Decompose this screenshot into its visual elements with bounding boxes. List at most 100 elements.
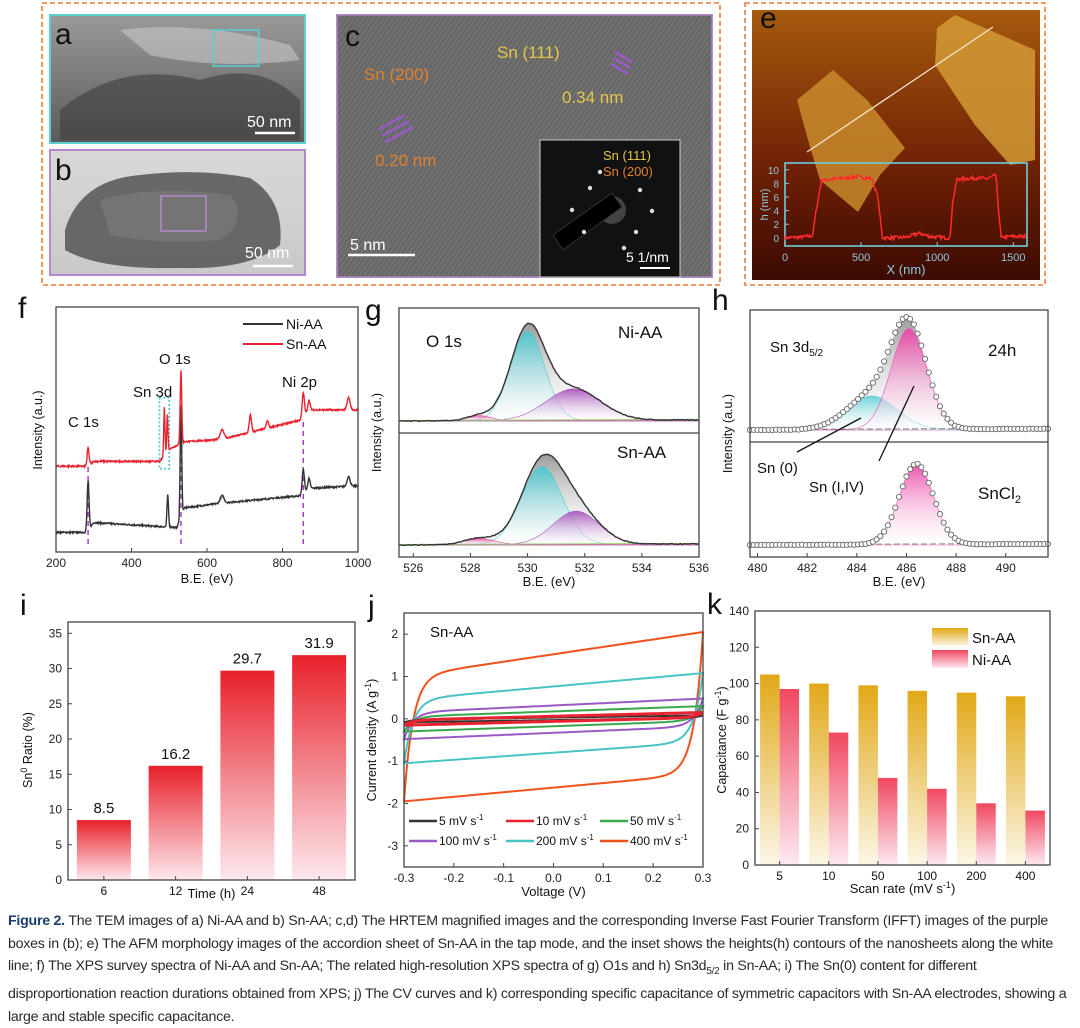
data-point bbox=[877, 366, 884, 373]
bar bbox=[76, 820, 131, 880]
x-tick-label: 0.3 bbox=[695, 871, 712, 885]
measured-spectrum-line bbox=[398, 322, 700, 423]
subplot-label-ni-aa: Ni-AA bbox=[618, 323, 663, 342]
lattice-fringe-marker bbox=[381, 119, 410, 138]
panel-group-border-e bbox=[744, 2, 1046, 286]
afm-profile-line bbox=[806, 26, 994, 153]
legend-label-100-mv: 100 mV s-1 bbox=[439, 833, 497, 848]
data-point bbox=[936, 510, 944, 518]
x-tick-label: 100 bbox=[917, 869, 937, 883]
y-axis-label: Current density (A g-1) bbox=[363, 679, 379, 802]
envelope-fill bbox=[399, 323, 699, 421]
component-label-sn-i-iv: Sn (I,IV) bbox=[809, 479, 864, 496]
y-tick-label: -3 bbox=[387, 839, 398, 853]
g-plot-frame bbox=[398, 307, 700, 558]
bar-ni-aa bbox=[927, 788, 947, 865]
y-axis-label: Intensity (a.u.) bbox=[721, 394, 735, 473]
bar-sn-aa bbox=[907, 690, 928, 865]
bar-ni-aa bbox=[779, 689, 800, 865]
x-tick-label: 526 bbox=[403, 561, 423, 575]
panel-letter-e: e bbox=[760, 2, 777, 35]
peak-label-ni2p: Ni 2p bbox=[282, 374, 317, 391]
ylabel-superscript: 0 bbox=[19, 768, 29, 773]
data-point bbox=[914, 330, 921, 337]
caption-text-1: The TEM images of a) Ni-AA and b) Sn-AA;… bbox=[8, 913, 1054, 974]
legend-value: 100 bbox=[439, 834, 459, 848]
caption-label: Figure 2. bbox=[8, 913, 65, 929]
xlabel-end: ) bbox=[951, 881, 955, 896]
sn3d-highlight-box bbox=[158, 396, 171, 470]
data-point bbox=[944, 415, 951, 422]
peak-label-o1s: O 1s bbox=[159, 351, 191, 368]
y-axis-label: h (nm) bbox=[759, 189, 771, 221]
y-tick-label: 8 bbox=[773, 179, 779, 190]
afm-inset-frame bbox=[784, 162, 1028, 247]
bar-value-label: 29.7 bbox=[233, 651, 262, 668]
data-point bbox=[847, 402, 854, 409]
data-point bbox=[899, 483, 906, 490]
title-subscript: 5/2 bbox=[809, 348, 823, 359]
y-tick-label: 80 bbox=[736, 713, 750, 727]
x-axis-label: B.E. (eV) bbox=[523, 574, 576, 589]
x-tick-label: 486 bbox=[896, 561, 916, 575]
bar-ni-aa bbox=[1025, 810, 1045, 865]
lattice-label-sn111: Sn (111) bbox=[497, 43, 560, 62]
diffraction-label-sn200: Sn (200) bbox=[603, 164, 653, 179]
data-point bbox=[922, 470, 929, 477]
bar bbox=[148, 765, 203, 880]
y-tick-label: 2 bbox=[391, 627, 398, 641]
y-tick-label: 35 bbox=[49, 626, 63, 640]
data-point bbox=[907, 315, 914, 322]
x-tick-label: 48 bbox=[312, 884, 326, 898]
y-tick-label: -2 bbox=[387, 797, 398, 811]
data-point bbox=[881, 528, 888, 535]
subplot-label-sncl2: SnCl2 bbox=[978, 484, 1021, 506]
lattice-fringe-marker bbox=[385, 125, 414, 144]
data-point bbox=[922, 355, 929, 362]
x-axis-label: B.E. (eV) bbox=[873, 574, 926, 589]
legend-unit: mV s bbox=[553, 814, 580, 828]
data-point bbox=[895, 493, 903, 500]
scale-bar-label: 50 nm bbox=[245, 245, 289, 262]
caption-subscript: 5/2 bbox=[706, 965, 720, 977]
ylabel-superscript: -1 bbox=[713, 690, 723, 698]
selection-box-purple bbox=[160, 195, 207, 232]
legend-superscript: -1 bbox=[681, 833, 689, 842]
y-tick-label: 10 bbox=[768, 166, 780, 177]
diffraction-spot bbox=[621, 245, 627, 251]
data-point bbox=[888, 514, 895, 521]
chart-title-sn-aa: Sn-AA bbox=[430, 624, 473, 641]
tem-sheet-shadow bbox=[60, 73, 300, 140]
peak-label-sn3d: Sn 3d bbox=[133, 384, 172, 401]
lattice-fringe-marker bbox=[614, 50, 633, 64]
y-tick-label: 0 bbox=[391, 712, 398, 726]
data-point bbox=[936, 403, 944, 410]
legend-value: 10 bbox=[536, 814, 550, 828]
x-tick-label: 5 bbox=[776, 869, 783, 883]
y-tick-label: -1 bbox=[387, 754, 398, 768]
legend-unit: mV s bbox=[647, 814, 674, 828]
data-point bbox=[948, 531, 955, 538]
y-tick-label: 1 bbox=[391, 670, 398, 684]
x-tick-label: -0.1 bbox=[493, 871, 514, 885]
data-point bbox=[910, 321, 917, 328]
spectrum-title-o1s: O 1s bbox=[426, 332, 462, 351]
diffraction-spot bbox=[569, 207, 575, 213]
x-axis-label: B.E. (eV) bbox=[181, 571, 234, 586]
data-point bbox=[907, 466, 914, 473]
x-tick-label: 0.0 bbox=[545, 871, 562, 885]
h-plot-frame bbox=[749, 309, 1049, 558]
spectrum-title-sn3d: Sn 3d5/2 bbox=[770, 339, 824, 359]
data-point bbox=[933, 500, 940, 508]
bar-sn-aa bbox=[1005, 696, 1026, 865]
x-tick-label: 12 bbox=[169, 884, 183, 898]
x-tick-label: 536 bbox=[689, 561, 709, 575]
afm-nanosheet bbox=[797, 70, 905, 212]
data-point bbox=[918, 342, 925, 349]
x-tick-label: 10 bbox=[822, 869, 836, 883]
data-point bbox=[877, 533, 884, 540]
x-axis-label: X (nm) bbox=[887, 262, 926, 277]
scale-bar-label: 5 nm bbox=[350, 237, 386, 254]
xlabel-superscript: -1 bbox=[943, 880, 951, 890]
legend-label: Sn-AA bbox=[972, 630, 1015, 647]
